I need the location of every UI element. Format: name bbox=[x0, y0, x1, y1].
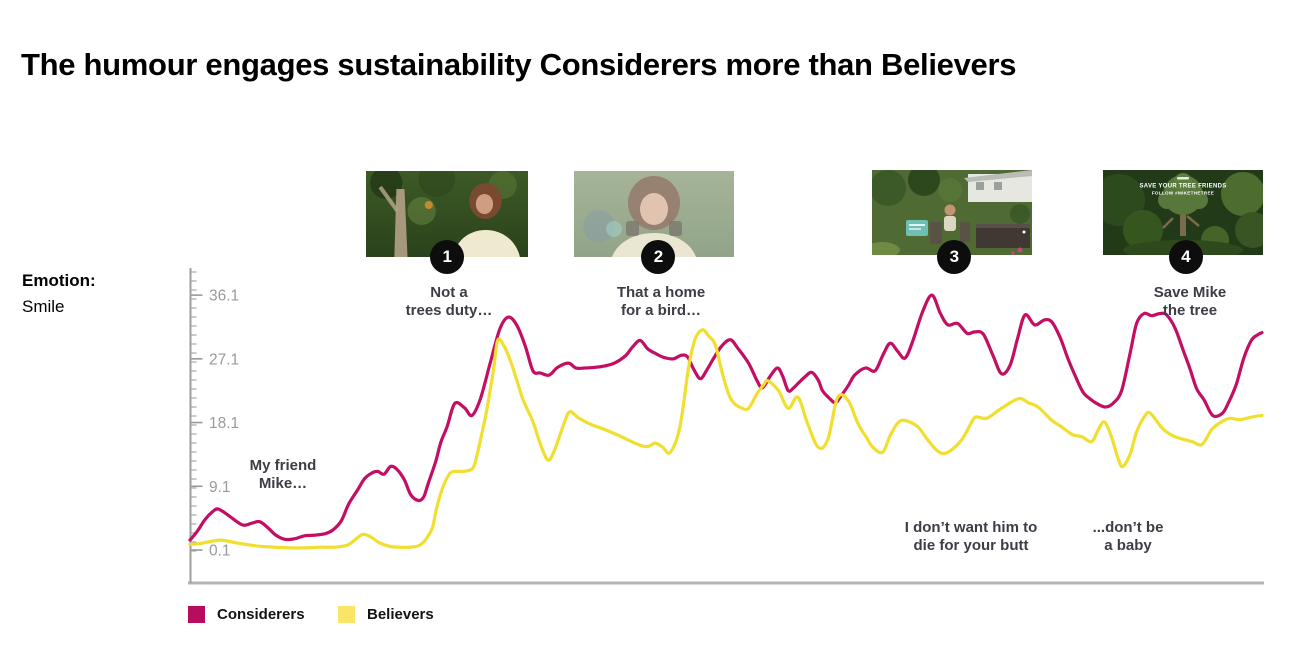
y-tick-label: 27.1 bbox=[209, 351, 239, 368]
legend-label-considerers: Considerers bbox=[217, 606, 305, 623]
legend-item-considerers: Considerers bbox=[188, 606, 305, 623]
y-tick-label: 36.1 bbox=[209, 288, 239, 305]
video-still-2 bbox=[574, 171, 734, 257]
series-line-believers bbox=[188, 328, 1264, 550]
video-still-4: SAVE YOUR TREE FRIENDS FOLLOW #MIKETHETR… bbox=[1103, 170, 1263, 255]
scene-marker-3: 3 bbox=[937, 240, 972, 274]
annotation-that-a-home-for-a-bird: That a home for a bird… bbox=[616, 284, 706, 319]
considerers-swatch bbox=[188, 606, 205, 623]
scene-marker-2: 2 bbox=[641, 240, 676, 274]
believers-swatch bbox=[338, 606, 355, 623]
y-tick-label: 9.1 bbox=[209, 479, 231, 496]
scene-marker-1: 1 bbox=[430, 240, 465, 274]
page-title: The humour engages sustainability Consid… bbox=[21, 46, 1017, 82]
legend-item-believers: Believers bbox=[338, 606, 434, 623]
still-4-overlay-line2: FOLLOW #MIKETHETREE bbox=[1152, 191, 1214, 196]
video-still-4-image: SAVE YOUR TREE FRIENDS FOLLOW #MIKETHETR… bbox=[1103, 170, 1263, 255]
brand-mark bbox=[1177, 177, 1189, 180]
annotation-save-mike-the-tree: Save Mike the tree bbox=[1153, 284, 1227, 319]
emotion-value: Smile bbox=[22, 297, 65, 316]
y-axis-title: Emotion: Smile bbox=[22, 268, 96, 320]
y-tick-label: 18.1 bbox=[209, 415, 239, 432]
series-line-considerers bbox=[188, 293, 1264, 542]
emotion-label: Emotion: bbox=[22, 271, 96, 290]
annotation-not-a-trees-duty: Not a trees duty… bbox=[405, 284, 493, 319]
still-4-overlay-line1: SAVE YOUR TREE FRIENDS bbox=[1139, 184, 1226, 190]
y-tick-label: 0.1 bbox=[209, 543, 231, 560]
scene-marker-4: 4 bbox=[1168, 240, 1203, 274]
video-still-2-image bbox=[574, 171, 734, 257]
annotation-my-friend-mike: My friend Mike… bbox=[249, 457, 317, 492]
annotation-dont-be-a-baby: ...don’t be a baby bbox=[1092, 519, 1164, 554]
annotation-i-dont-want-him-to-die: I don’t want him to die for your butt bbox=[904, 519, 1038, 554]
legend-label-believers: Believers bbox=[367, 606, 434, 623]
